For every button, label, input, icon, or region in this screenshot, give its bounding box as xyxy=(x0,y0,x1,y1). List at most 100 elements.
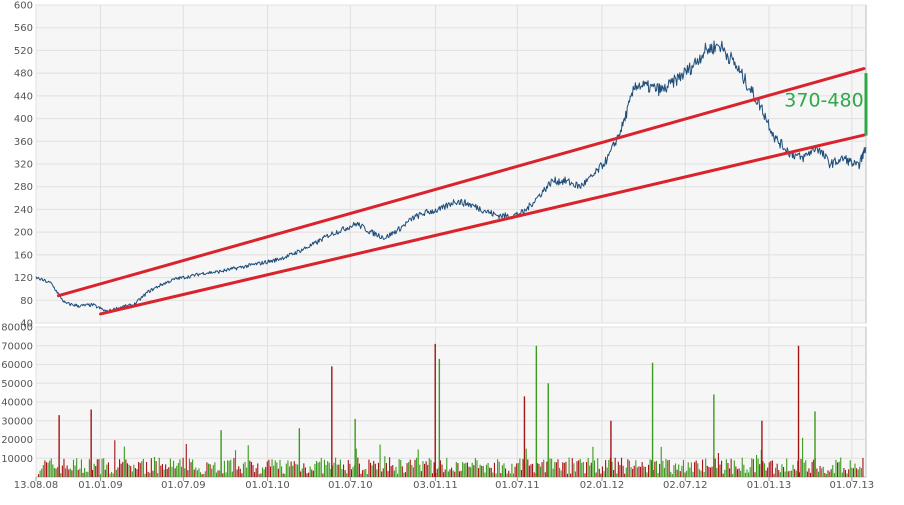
volume-bar xyxy=(288,466,291,477)
volume-bar xyxy=(338,464,340,477)
volume-bar xyxy=(832,465,834,477)
volume-bar xyxy=(844,470,847,477)
x-tick-label: 01.01.10 xyxy=(245,480,290,491)
x-tick-label: 02.01.12 xyxy=(580,480,625,491)
volume-bar xyxy=(233,458,235,477)
volume-bar xyxy=(363,469,365,477)
volume-bar xyxy=(765,470,767,477)
volume-bar xyxy=(352,466,354,477)
volume-bar xyxy=(458,471,461,477)
volume-bar xyxy=(854,463,856,477)
volume-bar xyxy=(786,458,788,477)
volume-bar xyxy=(223,460,225,477)
price-y-tick-label: 360 xyxy=(14,137,33,148)
volume-bar xyxy=(803,462,805,477)
volume-spike-bar xyxy=(797,345,800,477)
volume-bar xyxy=(722,473,724,477)
volume-bar xyxy=(714,458,716,477)
volume-bar xyxy=(217,470,219,477)
volume-bar xyxy=(366,473,368,477)
volume-bar xyxy=(76,458,78,477)
x-tick-label: 01.07.09 xyxy=(161,480,206,491)
volume-bar xyxy=(682,459,685,477)
volume-bar xyxy=(230,459,232,477)
volume-bar xyxy=(115,470,117,477)
volume-bar xyxy=(649,459,651,477)
volume-bar xyxy=(369,462,372,477)
volume-bar xyxy=(311,469,313,477)
volume-spike-bar xyxy=(535,345,538,477)
volume-bar xyxy=(593,460,596,477)
volume-bar xyxy=(584,473,586,477)
volume-bar xyxy=(674,463,677,477)
volume-bar xyxy=(65,468,67,477)
volume-bar xyxy=(719,464,721,477)
volume-bar xyxy=(99,474,102,477)
price-y-tick-label: 40 xyxy=(20,319,33,330)
volume-bar xyxy=(728,468,731,477)
volume-bar xyxy=(315,460,318,477)
volume-bar xyxy=(85,471,87,477)
volume-bar xyxy=(41,468,43,477)
volume-bar xyxy=(586,462,588,477)
volume-bar xyxy=(781,464,783,477)
volume-bar xyxy=(746,469,748,477)
volume-bar xyxy=(84,467,86,477)
price-y-tick-label: 240 xyxy=(14,205,33,216)
volume-bar xyxy=(581,462,583,477)
volume-spike-bar xyxy=(523,396,526,478)
volume-spike-bar xyxy=(90,409,92,477)
volume-bar xyxy=(107,462,109,477)
volume-bar xyxy=(727,462,729,477)
price-y-tick-label: 80 xyxy=(20,296,33,307)
volume-bar xyxy=(676,469,678,477)
x-tick-label: 02.07.12 xyxy=(663,480,708,491)
volume-bar xyxy=(308,472,310,477)
volume-bar xyxy=(404,472,407,477)
volume-bar xyxy=(126,463,129,477)
volume-bar xyxy=(155,461,157,477)
volume-bar xyxy=(457,463,459,477)
volume-bar xyxy=(849,460,851,477)
volume-bar xyxy=(287,460,289,477)
volume-bar xyxy=(492,472,494,477)
volume-bar xyxy=(716,468,718,477)
volume-bar xyxy=(690,462,692,477)
volume-bar xyxy=(687,462,689,477)
volume-bar xyxy=(466,462,468,477)
volume-bar xyxy=(655,460,658,477)
volume-bar xyxy=(236,469,238,477)
price-y-tick-label: 440 xyxy=(14,91,33,102)
volume-bar xyxy=(365,469,367,477)
volume-bar xyxy=(165,464,167,477)
volume-bar xyxy=(665,459,667,477)
volume-bar xyxy=(471,462,473,477)
volume-bar xyxy=(49,460,51,477)
volume-bar xyxy=(400,459,402,477)
volume-bar xyxy=(632,468,634,477)
volume-bar xyxy=(96,459,98,477)
volume-bar xyxy=(153,456,156,477)
volume-bar xyxy=(360,473,362,477)
volume-bar xyxy=(559,467,561,477)
volume-bar xyxy=(686,470,688,477)
volume-bar xyxy=(616,473,618,477)
volume-bar xyxy=(590,462,592,477)
volume-bar xyxy=(71,470,73,477)
volume-bar xyxy=(625,467,627,477)
volume-bar xyxy=(573,463,575,477)
volume-bar xyxy=(717,453,719,477)
volume-bar xyxy=(39,470,41,477)
volume-bar xyxy=(763,463,766,477)
volume-bar xyxy=(597,458,599,477)
volume-bar xyxy=(317,462,319,477)
volume-bar xyxy=(630,467,632,477)
volume-bar xyxy=(176,465,178,477)
price-series-line xyxy=(35,40,867,314)
price-y-tick-label: 400 xyxy=(14,114,33,125)
volume-bar xyxy=(68,469,70,477)
volume-bar xyxy=(74,465,76,477)
volume-bar xyxy=(705,458,707,477)
volume-spike-bar xyxy=(610,420,612,477)
volume-bar xyxy=(611,461,613,477)
